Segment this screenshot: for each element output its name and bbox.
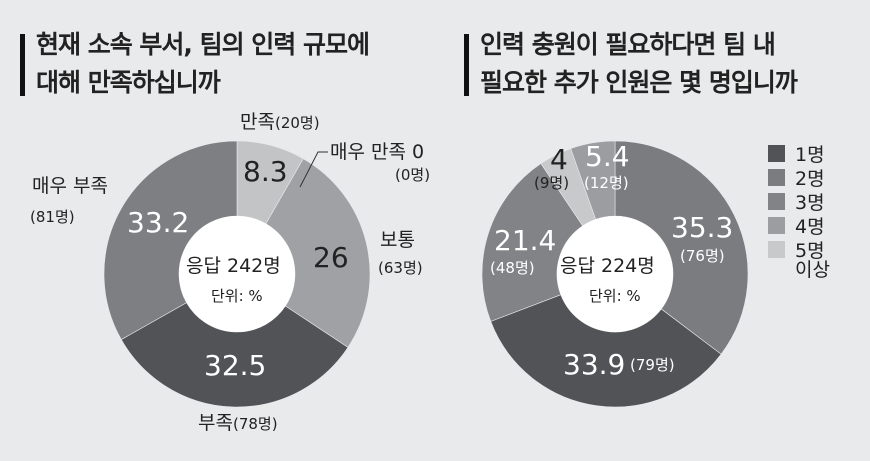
legend-swatch bbox=[768, 217, 785, 234]
donut-hole bbox=[179, 216, 295, 332]
slice-value: 8.3 bbox=[243, 155, 288, 188]
annotation-count: (0명) bbox=[395, 166, 431, 184]
legend-label: 2명 bbox=[795, 168, 825, 190]
slice-value: 33.9 bbox=[563, 348, 626, 381]
slice-count: (9명) bbox=[534, 174, 570, 192]
title-bar bbox=[464, 34, 469, 96]
chart1-title-line2: 대해 만족하십니까 bbox=[36, 68, 221, 97]
legend-item: 3명 bbox=[768, 188, 825, 215]
slice-value: 26 bbox=[313, 241, 349, 274]
slice-value: 21.4 bbox=[494, 224, 557, 257]
slice-부족 bbox=[120, 302, 349, 408]
chart1-title: 현재 소속 부서, 팀의 인력 규모에 대해 만족하십니까 bbox=[20, 26, 370, 102]
slice-count: (63명) bbox=[378, 259, 423, 277]
legend-label: 1명 bbox=[795, 144, 825, 166]
slice-count: (20명) bbox=[274, 114, 320, 132]
legend-swatch bbox=[768, 145, 785, 162]
slice-value: 35.3 bbox=[671, 211, 734, 244]
slice-count: (81명) bbox=[30, 208, 75, 226]
unit-label: 단위: % bbox=[211, 287, 263, 305]
legend-label: 3명 bbox=[795, 192, 825, 214]
slice-label: 보통 bbox=[380, 229, 415, 251]
legend-item: 5명 bbox=[768, 236, 825, 263]
legend-label: 4명 bbox=[795, 216, 825, 238]
legend-swatch bbox=[768, 241, 785, 258]
chart2-title: 인력 충원이 필요하다면 팀 내 필요한 추가 인원은 몇 명입니까 bbox=[464, 26, 798, 102]
slice-value: 4 bbox=[550, 143, 568, 176]
donut-hole bbox=[557, 216, 673, 332]
annotation-label: 매우 만족 0 bbox=[330, 141, 425, 163]
slice-count: (12명) bbox=[584, 174, 629, 192]
center-label: 응답 224명 bbox=[560, 255, 655, 277]
legend-label-cont: 이상 bbox=[795, 259, 830, 281]
slice-value: 5.4 bbox=[585, 140, 630, 173]
legend-item: 2명 bbox=[768, 164, 825, 191]
legend-item: 1명 bbox=[768, 140, 825, 167]
legend-label: 5명 bbox=[795, 240, 825, 262]
chart2-title-line2: 필요한 추가 인원은 몇 명입니까 bbox=[480, 68, 798, 97]
legend-item: 4명 bbox=[768, 212, 825, 239]
slice-count: (79명) bbox=[630, 356, 675, 374]
legend-swatch bbox=[768, 193, 785, 210]
slice-count: (76명) bbox=[680, 247, 725, 265]
chart1-title-line1: 현재 소속 부서, 팀의 인력 규모에 bbox=[36, 30, 370, 59]
legend-swatch bbox=[768, 169, 785, 186]
unit-label: 단위: % bbox=[589, 287, 641, 305]
annotation-leader-line bbox=[299, 151, 328, 188]
slice-label: 만족 bbox=[240, 111, 275, 133]
title-bar bbox=[20, 34, 25, 96]
slice-value: 32.5 bbox=[204, 349, 267, 382]
chart2-title-line1: 인력 충원이 필요하다면 팀 내 bbox=[480, 30, 776, 59]
center-label: 응답 242명 bbox=[186, 255, 281, 277]
slice-label: 매우 부족 bbox=[32, 175, 108, 197]
slice-count: (48명) bbox=[490, 259, 535, 277]
slice-value: 33.2 bbox=[127, 206, 190, 239]
slice-count: (78명) bbox=[232, 415, 278, 433]
slice-label: 부족 bbox=[198, 412, 233, 434]
